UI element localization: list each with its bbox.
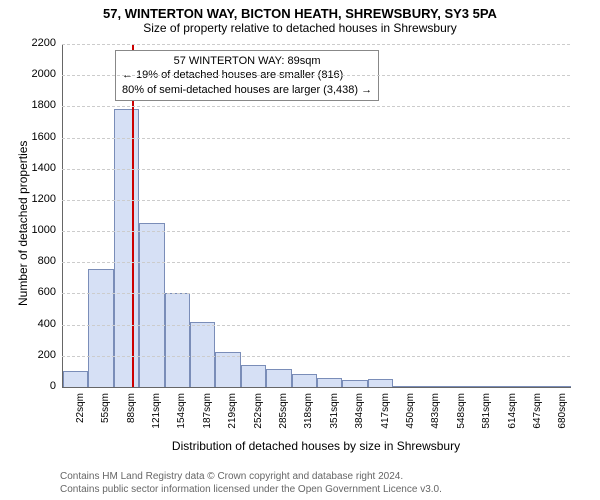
histogram-bar — [241, 365, 266, 387]
y-tick-label: 0 — [22, 380, 56, 392]
grid-line — [62, 325, 570, 327]
y-tick-label: 800 — [22, 255, 56, 267]
x-tick-label: 647sqm — [532, 393, 543, 443]
annotation-line: 80% of semi-detached houses are larger (… — [122, 83, 372, 97]
histogram-bar — [419, 386, 444, 387]
y-tick-label: 1200 — [22, 193, 56, 205]
grid-line — [62, 169, 570, 171]
histogram-bar — [292, 374, 317, 387]
chart-title-sub: Size of property relative to detached ho… — [0, 21, 600, 37]
x-tick-label: 351sqm — [329, 393, 340, 443]
grid-line — [62, 200, 570, 202]
x-tick-label: 680sqm — [557, 393, 568, 443]
histogram-bar — [393, 386, 418, 387]
grid-line — [62, 231, 570, 233]
histogram-bar — [88, 269, 113, 387]
histogram-bar — [139, 223, 164, 387]
histogram-bar — [114, 109, 139, 387]
histogram-bar — [190, 322, 215, 387]
chart-title-main: 57, WINTERTON WAY, BICTON HEATH, SHREWSB… — [0, 0, 600, 21]
grid-line — [62, 106, 570, 108]
histogram-bar — [546, 386, 571, 387]
y-tick-label: 2200 — [22, 37, 56, 49]
x-tick-label: 88sqm — [126, 393, 137, 443]
grid-line — [62, 138, 570, 140]
x-tick-label: 417sqm — [380, 393, 391, 443]
y-tick-label: 1600 — [22, 131, 56, 143]
histogram-bar — [444, 386, 469, 387]
grid-line — [62, 356, 570, 358]
y-tick-label: 1800 — [22, 99, 56, 111]
grid-line — [62, 75, 570, 77]
x-tick-label: 614sqm — [507, 393, 518, 443]
x-tick-label: 285sqm — [278, 393, 289, 443]
x-tick-label: 121sqm — [151, 393, 162, 443]
footer-text: Contains HM Land Registry data © Crown c… — [60, 470, 442, 496]
x-tick-label: 219sqm — [227, 393, 238, 443]
x-tick-label: 187sqm — [202, 393, 213, 443]
x-tick-label: 450sqm — [405, 393, 416, 443]
y-tick-label: 200 — [22, 349, 56, 361]
histogram-bar — [495, 386, 520, 387]
x-tick-label: 154sqm — [176, 393, 187, 443]
y-tick-label: 400 — [22, 318, 56, 330]
x-tick-label: 318sqm — [303, 393, 314, 443]
histogram-bar — [165, 293, 190, 387]
y-tick-label: 600 — [22, 286, 56, 298]
histogram-bar — [469, 386, 494, 387]
x-tick-label: 252sqm — [253, 393, 264, 443]
histogram-bar — [342, 380, 367, 387]
histogram-bar — [266, 369, 291, 387]
y-tick-label: 1400 — [22, 162, 56, 174]
x-tick-label: 384sqm — [354, 393, 365, 443]
y-tick-label: 2000 — [22, 68, 56, 80]
x-tick-label: 483sqm — [430, 393, 441, 443]
x-tick-label: 22sqm — [75, 393, 86, 443]
x-tick-label: 55sqm — [100, 393, 111, 443]
histogram-bar — [368, 379, 393, 387]
chart-container: { "chart": { "type": "histogram", "title… — [0, 0, 600, 500]
annotation-line: 57 WINTERTON WAY: 89sqm — [122, 54, 372, 68]
x-tick-label: 548sqm — [456, 393, 467, 443]
x-tick-label: 581sqm — [481, 393, 492, 443]
histogram-bar — [317, 378, 342, 387]
grid-line — [62, 262, 570, 264]
y-tick-label: 1000 — [22, 224, 56, 236]
footer-line2: Contains public sector information licen… — [60, 483, 442, 496]
footer-line1: Contains HM Land Registry data © Crown c… — [60, 470, 442, 483]
histogram-bar — [63, 371, 88, 387]
histogram-bar — [520, 386, 545, 387]
grid-line — [62, 44, 570, 46]
grid-line — [62, 293, 570, 295]
